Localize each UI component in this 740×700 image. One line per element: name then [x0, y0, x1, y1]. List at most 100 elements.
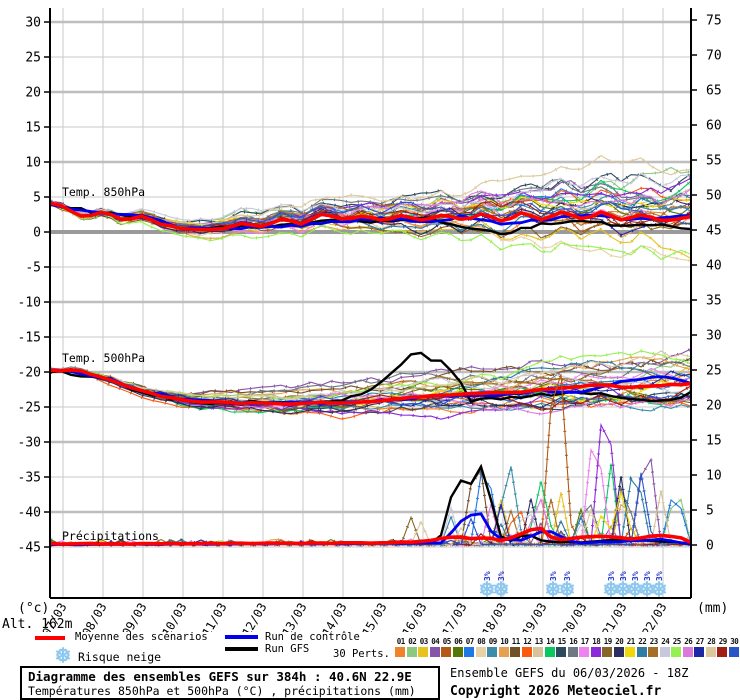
pert-number: 22 — [638, 637, 647, 646]
pert-colors-row — [395, 647, 740, 657]
pert-number: 12 — [523, 637, 532, 646]
pert-number: 06 — [454, 637, 463, 646]
left-axis-tick-label: -5 — [25, 261, 41, 276]
main-line — [50, 526, 691, 546]
x-axis-date-label: 10/03 — [159, 601, 189, 633]
snowflake-icon — [479, 581, 495, 597]
pert-color-swatch — [567, 647, 578, 657]
main-line — [50, 201, 691, 232]
left-axis-tick-label: 10 — [25, 156, 41, 171]
pert-color-swatch — [556, 647, 566, 657]
pert-color-swatch — [544, 647, 555, 657]
left-axis-unit: (°c) — [18, 601, 49, 616]
x-axis-date-label: 16/03 — [399, 601, 429, 633]
left-axis-tick-label: -45 — [18, 541, 41, 556]
snowflake-icon — [639, 581, 655, 597]
pert-color-swatch — [590, 647, 601, 657]
pert-number: 01 — [396, 637, 406, 646]
pert-color-swatch — [452, 647, 463, 657]
pert-number: 03 — [419, 637, 429, 646]
snow-percent-label: 3% — [563, 571, 572, 581]
x-axis-date-label: 14/03 — [319, 601, 349, 633]
left-axis-tick-label: -20 — [18, 366, 41, 381]
pert-number: 20 — [615, 637, 624, 646]
right-axis-tick-label: 50 — [706, 189, 722, 204]
pert-color-swatch — [648, 647, 658, 657]
pert-number: 18 — [592, 637, 601, 646]
right-axis-tick-label: 45 — [706, 224, 722, 239]
snowflake-icon — [627, 581, 643, 597]
perts-count-label: 30 Perts. — [333, 648, 390, 660]
pert-number: 29 — [718, 637, 728, 646]
pert-number: 16 — [569, 637, 578, 646]
x-axis-date-label: 13/03 — [279, 601, 309, 633]
left-axis-tick-label: 0 — [33, 226, 41, 241]
pert-number: 17 — [580, 637, 590, 646]
right-axis-tick-label: 20 — [706, 399, 722, 414]
pert-color-swatch — [429, 647, 440, 657]
pert-color-swatch — [682, 647, 693, 657]
pert-color-swatch — [602, 647, 612, 657]
member-line — [50, 172, 691, 222]
section-label-precip: Précipitations — [62, 529, 159, 543]
snow-percent-label: 3% — [619, 571, 628, 581]
right-axis-tick-label: 25 — [706, 364, 722, 379]
pert-color-swatch — [717, 647, 727, 657]
pert-number: 19 — [603, 637, 613, 646]
snowflake-icon — [559, 581, 575, 597]
x-axis-date-label: 15/03 — [359, 601, 389, 633]
diagram-title: Diagramme des ensembles GEFS sur 384h : … — [28, 669, 412, 684]
pert-number: 25 — [672, 637, 682, 646]
pert-color-swatch — [671, 647, 681, 657]
pert-color-swatch — [613, 647, 624, 657]
pert-number: 14 — [546, 637, 555, 646]
snowflake-icon — [545, 581, 561, 597]
pert-number: 27 — [695, 637, 705, 646]
snow-risk-label: Risque neige — [78, 650, 162, 664]
pert-number: 24 — [661, 637, 670, 646]
right-axis-tick-label: 15 — [706, 434, 722, 449]
grid — [50, 8, 691, 598]
pert-color-swatch — [475, 647, 486, 657]
pert-numbers-row: 01 02 03 04 05 06 07 08 09 10 11 12 13 14 15 16 17 18 19 20… — [395, 637, 740, 646]
altitude-label: Alt. 162m — [2, 617, 73, 632]
gfs-line-label: Run GFS — [265, 643, 310, 655]
snow-percent-label: 3% — [631, 571, 640, 581]
snow-percent-label: 3% — [607, 571, 616, 581]
pert-number: 08 — [477, 637, 486, 646]
pert-color-swatch — [659, 647, 670, 657]
snowflake-icon — [603, 581, 619, 597]
left-axis-tick-label: -30 — [18, 436, 41, 451]
snow-percent-label: 3% — [497, 571, 506, 581]
left-axis-tick-label: -15 — [18, 331, 41, 346]
pert-number: 05 — [442, 637, 452, 646]
left-axis-tick-label: -40 — [18, 506, 41, 521]
pert-number: 11 — [511, 637, 521, 646]
pert-color-swatch — [625, 647, 635, 657]
x-axis-date-label: 21/03 — [599, 601, 629, 633]
right-axis-tick-label: 35 — [706, 294, 722, 309]
pert-color-swatch — [521, 647, 532, 657]
x-axis-date-label: 19/03 — [519, 601, 549, 633]
control-line-swatch — [225, 635, 258, 639]
right-axis-tick-label: 0 — [706, 539, 714, 554]
right-axis-tick-label: 55 — [706, 154, 722, 169]
snow-risk-markers: 3% 3% 3% 3% 3% 3% 3% 3% 3% — [479, 571, 667, 597]
x-axis-date-label: 11/03 — [199, 601, 229, 633]
x-axis-date-label: 12/03 — [239, 601, 269, 633]
left-axis-tick-label: 5 — [33, 191, 41, 206]
pert-color-swatch — [406, 647, 417, 657]
right-axis-tick-label: 10 — [706, 469, 722, 484]
pert-color-swatch — [705, 647, 716, 657]
snow-percent-label: 3% — [483, 571, 492, 581]
pert-number: 09 — [488, 637, 498, 646]
mean-line-swatch — [35, 636, 65, 640]
pert-color-swatch — [498, 647, 509, 657]
member-line — [50, 350, 691, 401]
snowflake-icon — [651, 581, 667, 597]
right-axis-tick-label: 70 — [706, 49, 722, 64]
right-axis-tick-label: 5 — [706, 504, 714, 519]
right-axis-tick-label: 30 — [706, 329, 722, 344]
